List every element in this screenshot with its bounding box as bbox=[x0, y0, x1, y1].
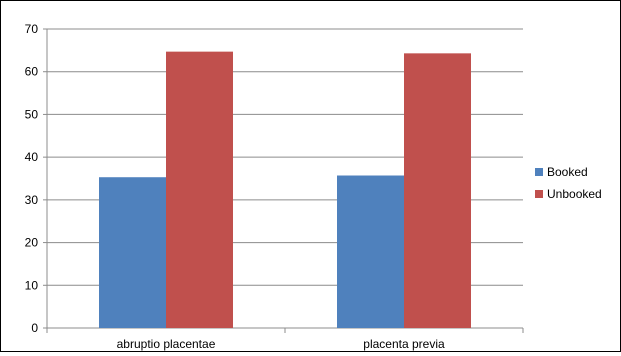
legend-label-booked: Booked bbox=[547, 165, 588, 179]
bar-chart: 0 10 20 30 40 50 60 70 abruptio placentae placen… bbox=[25, 22, 602, 351]
legend-swatch-unbooked bbox=[535, 190, 543, 198]
bar-unbooked-1 bbox=[166, 51, 233, 328]
legend: Booked Unbooked bbox=[535, 165, 602, 201]
x-category-label: abruptio placentae bbox=[117, 337, 216, 351]
y-tick-label: 40 bbox=[25, 150, 39, 164]
y-tick-label: 70 bbox=[25, 22, 39, 36]
y-tick-label: 60 bbox=[25, 65, 39, 79]
bars bbox=[99, 51, 471, 329]
y-tick-labels: 0 10 20 30 40 50 60 70 bbox=[25, 22, 39, 335]
x-category-label: placenta previa bbox=[363, 337, 445, 351]
x-category-labels: abruptio placentae placenta previa bbox=[117, 337, 445, 351]
y-tick-label: 10 bbox=[25, 278, 39, 292]
y-tick-label: 0 bbox=[31, 321, 38, 335]
bar-unbooked-2 bbox=[404, 53, 471, 329]
bar-booked-2 bbox=[337, 175, 404, 328]
y-tick-label: 30 bbox=[25, 193, 39, 207]
y-tick-label: 50 bbox=[25, 107, 39, 121]
bar-booked-1 bbox=[99, 177, 166, 328]
legend-swatch-booked bbox=[535, 168, 543, 176]
legend-label-unbooked: Unbooked bbox=[547, 187, 602, 201]
y-tick-label: 20 bbox=[25, 236, 39, 250]
